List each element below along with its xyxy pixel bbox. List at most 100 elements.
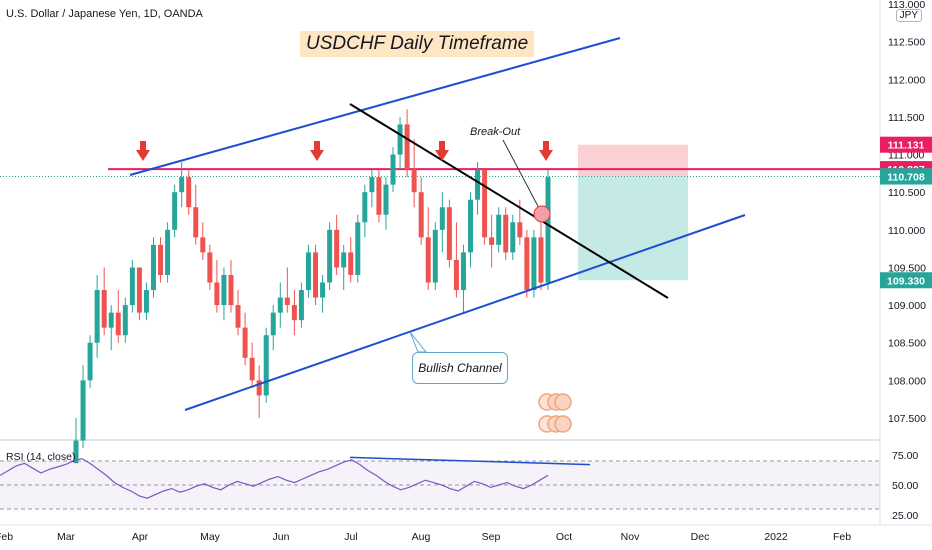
candle-body — [411, 169, 417, 193]
price-tick-label: 110.000 — [888, 225, 925, 237]
price-tick-label: 109.500 — [888, 262, 926, 274]
candle-body — [383, 184, 389, 215]
candle-body — [376, 177, 382, 215]
time-tick-label: 2022 — [764, 531, 788, 543]
candle-body — [432, 229, 438, 283]
candle-body — [524, 237, 530, 291]
economic-event-icon — [554, 415, 572, 433]
breakout-label: Break-Out — [470, 126, 521, 138]
time-tick-label: Dec — [691, 531, 710, 543]
price-tick-label: 112.000 — [888, 74, 925, 86]
candle-body — [122, 305, 128, 336]
price-tick-label: 113.000 — [888, 0, 925, 11]
candle-body — [404, 124, 410, 170]
candle-body — [489, 237, 495, 245]
price-tick-label: 110.500 — [888, 187, 925, 199]
candle-body — [129, 267, 135, 306]
price-tag-label: 110.708 — [887, 172, 925, 184]
candle-body — [298, 290, 304, 321]
time-tick-label: Jun — [273, 531, 290, 543]
price-tag-label: 109.330 — [887, 275, 925, 287]
channel-upper-line — [129, 37, 621, 176]
candle-body — [94, 290, 100, 343]
candle-body — [320, 282, 326, 298]
candle-body — [115, 312, 121, 336]
candle-body — [468, 199, 474, 253]
candle-body — [355, 222, 361, 275]
candle-body — [284, 297, 290, 306]
time-tick-label: Apr — [132, 531, 149, 543]
rsi-label: RSI (14, close) — [6, 451, 76, 463]
price-tick-label: 108.000 — [888, 375, 926, 387]
down-arrow-shaft — [140, 141, 146, 150]
candle-body — [87, 342, 93, 381]
chart-title: USDCHF Daily Timeframe — [300, 31, 535, 57]
rsi-tick-label: 50.00 — [892, 480, 918, 492]
time-tick-label: Oct — [556, 531, 572, 543]
time-tick-label: Feb — [0, 531, 13, 543]
candle-body — [73, 440, 79, 464]
candle-body — [531, 237, 537, 291]
price-tag-label: 111.131 — [888, 140, 925, 152]
candle-body — [475, 169, 481, 200]
candle-body — [334, 229, 340, 268]
candle-body — [503, 214, 509, 253]
candle-body — [101, 290, 107, 328]
candle-body — [341, 252, 347, 268]
candle-body — [221, 274, 227, 306]
down-arrow-icon — [310, 150, 324, 161]
take-profit-zone — [578, 176, 688, 281]
candle-body — [256, 380, 262, 396]
candle-body — [158, 244, 164, 275]
candle-body — [207, 252, 213, 283]
candle-body — [291, 305, 297, 321]
time-tick-label: Aug — [412, 531, 431, 543]
breakout-pointer — [502, 139, 541, 211]
candle-body — [179, 177, 185, 193]
candle-body — [108, 312, 114, 328]
descending-trendline — [349, 103, 669, 299]
candle-body — [517, 222, 523, 238]
rsi-divergence-line — [349, 456, 591, 466]
candle-body — [242, 327, 248, 358]
time-tick-label: Nov — [621, 531, 640, 543]
candle-body — [348, 252, 354, 275]
candle-body — [390, 154, 396, 185]
candle-body — [186, 177, 192, 208]
price-tick-label: 112.500 — [888, 37, 925, 49]
candle-body — [214, 282, 220, 306]
price-tag — [880, 272, 932, 289]
candle-body — [305, 252, 311, 291]
stop-loss-zone — [578, 144, 688, 177]
candle-body — [313, 252, 319, 298]
bullish-channel-callout: Bullish Channel — [412, 352, 508, 384]
candle-body — [397, 124, 403, 155]
candle-body — [327, 229, 333, 283]
candle-body — [172, 192, 178, 230]
down-arrow-icon — [539, 150, 553, 161]
time-tick-label: Jul — [344, 531, 357, 543]
price-tick-label: 109.000 — [888, 300, 926, 312]
price-tag — [880, 168, 932, 185]
time-tick-label: Sep — [482, 531, 501, 543]
candle-body — [460, 252, 466, 291]
candle-body — [150, 244, 156, 291]
price-tick-label: 107.500 — [888, 413, 926, 425]
currency-badge[interactable]: JPY — [895, 9, 922, 22]
candle-body — [538, 237, 544, 283]
candle-body — [510, 222, 516, 253]
channel-lower-line — [184, 214, 746, 411]
candle-body — [453, 259, 459, 291]
down-arrow-shaft — [543, 141, 549, 150]
rsi-line — [0, 457, 549, 499]
down-arrow-shaft — [439, 141, 445, 150]
price-tag — [880, 136, 932, 153]
price-tick-label: 108.500 — [888, 338, 926, 350]
candle-body — [143, 290, 149, 313]
candle-body — [369, 177, 375, 193]
candle-body — [418, 192, 424, 238]
candle-body — [277, 297, 283, 313]
rsi-tick-label: 25.00 — [892, 510, 918, 522]
